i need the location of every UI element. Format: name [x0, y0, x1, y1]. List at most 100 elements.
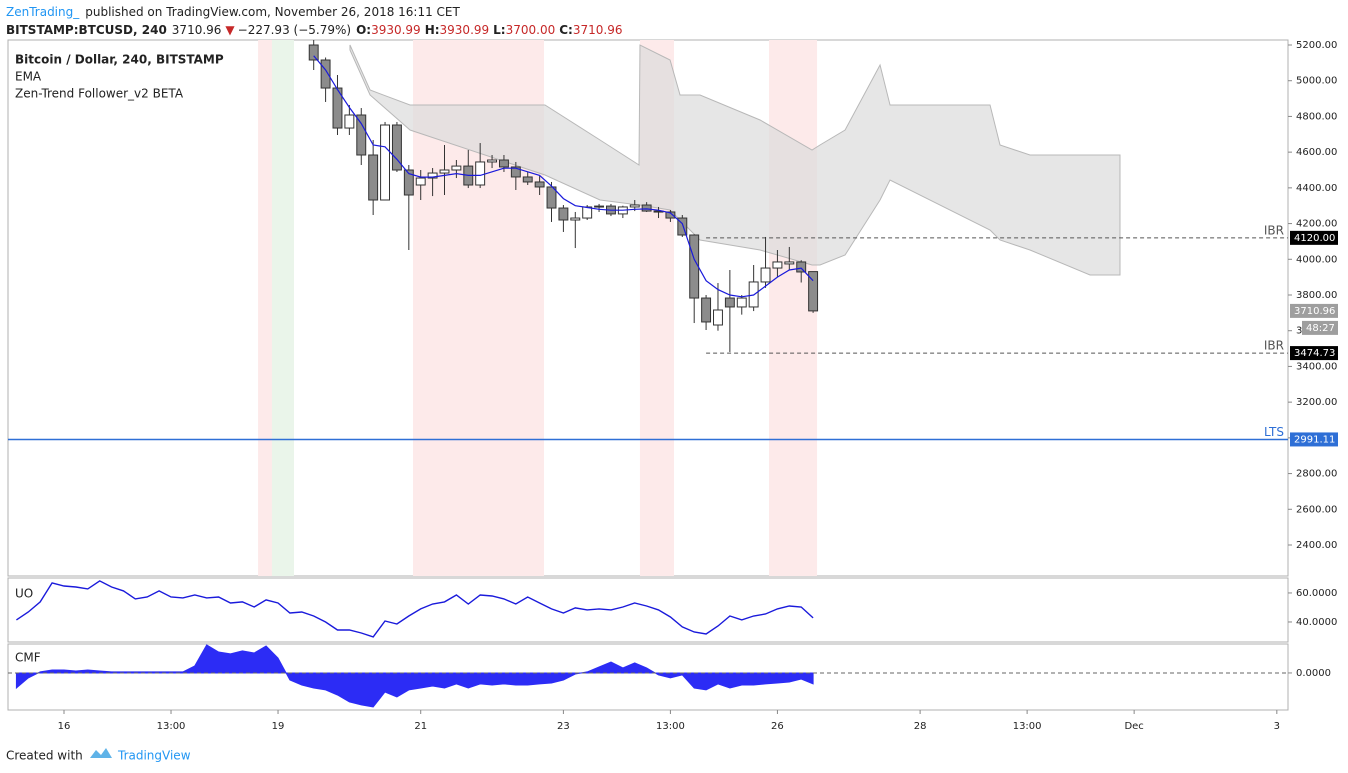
- price-plot: [8, 40, 1288, 576]
- candle-body: [344, 114, 355, 129]
- candle-body: [558, 207, 569, 221]
- last-price: 3710.96: [1294, 306, 1335, 317]
- arrow: ▼: [225, 23, 235, 37]
- x-tick-label: 13:00: [1013, 721, 1042, 732]
- candle-body: [677, 217, 688, 236]
- pane-title: CMF: [15, 651, 41, 665]
- candle-body: [713, 309, 723, 326]
- level-price: 4120.00: [1294, 233, 1335, 244]
- cloud: [349, 44, 1121, 276]
- axes: IBR IBR LTS Bitcoin / Dollar, 240, BITSTAMP…: [15, 40, 1338, 732]
- level-badge: [1290, 346, 1338, 361]
- candle-body: [380, 124, 391, 201]
- published: published on TradingView.com, November 2…: [85, 5, 460, 19]
- y-tick-label: 2400.00: [1296, 540, 1337, 551]
- cmf-pane: [7, 643, 1289, 711]
- h-label: H:: [425, 23, 440, 37]
- candle-body: [451, 165, 462, 171]
- candle-body: [665, 211, 676, 219]
- close: 3710.96: [573, 23, 623, 37]
- tv-logo: [90, 748, 112, 758]
- last-price-badge: [1290, 303, 1338, 318]
- y-tick-label: 3400.00: [1296, 361, 1337, 372]
- uo-plot: [16, 580, 814, 638]
- signal-zone: [271, 40, 294, 576]
- legend-entry: Bitcoin / Dollar, 240, BITSTAMP: [15, 53, 224, 67]
- x-tick-label: 3: [1274, 721, 1280, 732]
- candle-body: [534, 181, 545, 188]
- candle-body: [522, 176, 533, 183]
- candle-body: [510, 166, 521, 178]
- price: 3710.96: [172, 23, 222, 37]
- level-badge: [1290, 432, 1338, 447]
- tradingview-link[interactable]: TradingView: [117, 749, 191, 763]
- level-price: 3474.73: [1294, 348, 1335, 359]
- x-tick-label: 23: [557, 721, 570, 732]
- y-tick-label: 4000.00: [1296, 254, 1337, 265]
- legend-entry: Zen-Trend Follower_v2 BETA: [15, 87, 184, 101]
- symbol-line: BITSTAMP:BTCUSD, 240 3710.96 ▼ −227.93 (−5.…: [6, 23, 622, 37]
- y-tick-label: 0.0000: [1296, 668, 1331, 679]
- candle-body: [736, 297, 747, 308]
- candle-body: [641, 204, 652, 212]
- y-tick-label: 5000.00: [1296, 76, 1337, 87]
- y-tick-label: 2800.00: [1296, 469, 1337, 480]
- y-tick-label: 4800.00: [1296, 111, 1337, 122]
- y-tick-label: 4200.00: [1296, 219, 1337, 230]
- level-price: 2991.11: [1294, 434, 1335, 445]
- y-tick-label: 3800.00: [1296, 290, 1337, 301]
- x-tick-label: 26: [771, 721, 784, 732]
- signal-zone: [258, 40, 272, 576]
- uo-pane: [7, 577, 1289, 643]
- candle-body: [368, 154, 379, 201]
- candle-body: [594, 205, 605, 208]
- candle-body: [689, 234, 700, 299]
- candle-body: [498, 159, 509, 168]
- o-label: O:: [356, 23, 371, 37]
- candle-body: [784, 261, 795, 265]
- level-label: LTS: [1264, 425, 1284, 439]
- candle-body: [439, 169, 450, 174]
- symbol: BITSTAMP:BTCUSD, 240: [6, 23, 167, 37]
- candle-body: [427, 172, 438, 179]
- countdown-badge: [1302, 320, 1338, 335]
- x-tick-label: 21: [414, 721, 427, 732]
- countdown: 48:27: [1306, 323, 1335, 334]
- candle-body: [570, 217, 581, 221]
- l-label: L:: [493, 23, 505, 37]
- candle-body: [403, 169, 414, 196]
- candle-body: [629, 204, 640, 208]
- c-label: C:: [559, 23, 573, 37]
- candle-body: [415, 177, 426, 186]
- candle-body: [356, 114, 367, 156]
- legend-entry: EMA: [15, 70, 42, 84]
- candle-body: [796, 261, 807, 273]
- x-tick-label: Dec: [1124, 721, 1143, 732]
- candle-body: [582, 206, 593, 219]
- y-tick-label: 60.0000: [1296, 588, 1337, 599]
- low: 3700.00: [506, 23, 556, 37]
- change: −227.93 (−5.79%): [238, 23, 351, 37]
- pane-title: UO: [15, 587, 33, 601]
- level-label: IBR: [1264, 339, 1284, 353]
- candle-body: [760, 267, 771, 283]
- cmf-plot: [8, 644, 1288, 708]
- candle-body: [475, 161, 486, 186]
- created-with: Created with: [6, 749, 83, 763]
- y-tick-label: 4400.00: [1296, 183, 1337, 194]
- author-link[interactable]: ZenTrading_: [6, 5, 80, 19]
- level-label: IBR: [1264, 223, 1284, 237]
- publish-line: ZenTrading_ published on TradingView.com,…: [6, 5, 461, 19]
- cmf-area: [15, 644, 814, 708]
- candle-body: [724, 297, 735, 308]
- uo-line: [16, 580, 814, 638]
- y-tick-label: 40.0000: [1296, 617, 1337, 628]
- candle-body: [487, 159, 498, 163]
- y-tick-label: 4600.00: [1296, 147, 1337, 158]
- candle-body: [320, 59, 331, 89]
- x-tick-label: 13:00: [157, 721, 186, 732]
- candle-body: [332, 87, 343, 129]
- x-tick-label: 16: [58, 721, 71, 732]
- candle-body: [772, 261, 783, 269]
